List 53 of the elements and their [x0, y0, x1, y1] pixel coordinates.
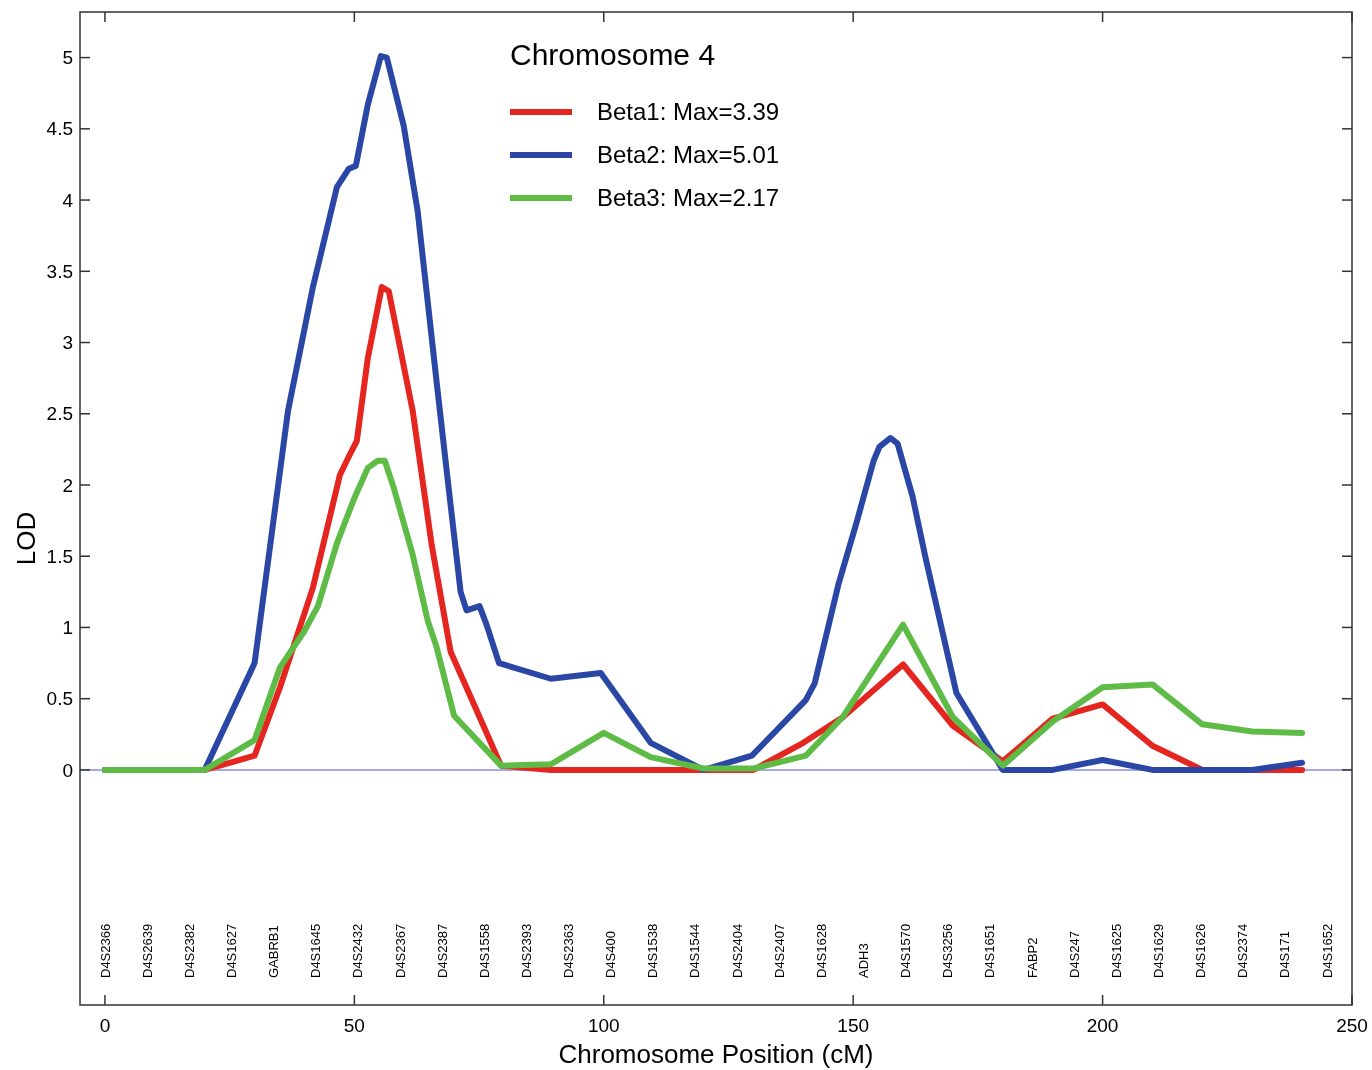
y-tick-label: 5 — [62, 47, 73, 69]
annotation: ADH3 — [856, 943, 872, 978]
annotation: D4S2366 — [97, 923, 113, 978]
y-tick-label: 4 — [62, 189, 74, 211]
y-tick-label: 1.5 — [46, 545, 73, 567]
annotation: D4S3256 — [940, 923, 956, 978]
annotation: D4S1558 — [476, 923, 492, 978]
y-axis-title: LOD — [11, 511, 41, 566]
x-tick-label: 50 — [343, 1015, 365, 1036]
annotation: D4S1651 — [982, 923, 998, 978]
annotation: D4S1625 — [1108, 923, 1124, 978]
legend-label: Beta1: Max=3.39 — [597, 98, 780, 126]
legend-label: Beta3: Max=2.17 — [597, 184, 780, 212]
annotation: D4S1628 — [813, 923, 829, 978]
legend-label: Beta2: Max=5.01 — [597, 141, 780, 169]
annotation: D4S1645 — [308, 923, 324, 978]
y-tick-label: 2 — [62, 474, 73, 496]
annotation: D4S2382 — [181, 923, 197, 978]
annotation: D4S2393 — [518, 923, 534, 978]
y-tick-label: 3 — [62, 332, 73, 354]
annotation: GABRB1 — [266, 925, 282, 978]
annotation: D4S2432 — [350, 923, 366, 978]
x-tick-label: 0 — [99, 1015, 111, 1036]
annotation: D4S2407 — [771, 923, 787, 978]
annotation: D4S2374 — [1235, 923, 1251, 978]
annotation: D4S1626 — [1193, 923, 1209, 978]
x-tick-label: 150 — [837, 1015, 870, 1036]
annotation: D4S1629 — [1151, 923, 1166, 978]
y-tick-label: 4.5 — [46, 118, 73, 140]
annotation: FABP2 — [1024, 937, 1040, 978]
x-tick-label: 100 — [587, 1015, 620, 1036]
annotation: D4S171 — [1277, 931, 1293, 978]
y-tick-label: 2.5 — [46, 403, 73, 425]
legend-title: Chromosome 4 — [510, 38, 716, 71]
y-tick-label: 1 — [62, 617, 73, 639]
y-tick-label: 0.5 — [46, 688, 73, 710]
annotation: D4S1627 — [223, 923, 239, 978]
annotation: D4S247 — [1066, 931, 1082, 978]
annotation: D4S1652 — [1319, 923, 1335, 978]
annotation: D4S1544 — [687, 923, 703, 978]
annotation: D4S2363 — [561, 923, 577, 978]
y-tick-label: 3.5 — [46, 260, 73, 282]
x-axis-title: Chromosome Position (cM) — [558, 1039, 874, 1069]
annotation: D4S2639 — [139, 923, 155, 978]
annotation: D4S1570 — [898, 923, 914, 978]
x-tick-label: 250 — [1336, 1015, 1368, 1036]
annotation: D4S400 — [603, 931, 619, 978]
x-tick-label: 200 — [1086, 1015, 1119, 1036]
annotation: D4S2367 — [392, 923, 408, 978]
annotation: D4S1538 — [645, 923, 661, 978]
y-tick-label: 0 — [62, 759, 73, 781]
annotation: D4S2387 — [434, 923, 450, 978]
annotation: D4S2404 — [729, 923, 745, 978]
